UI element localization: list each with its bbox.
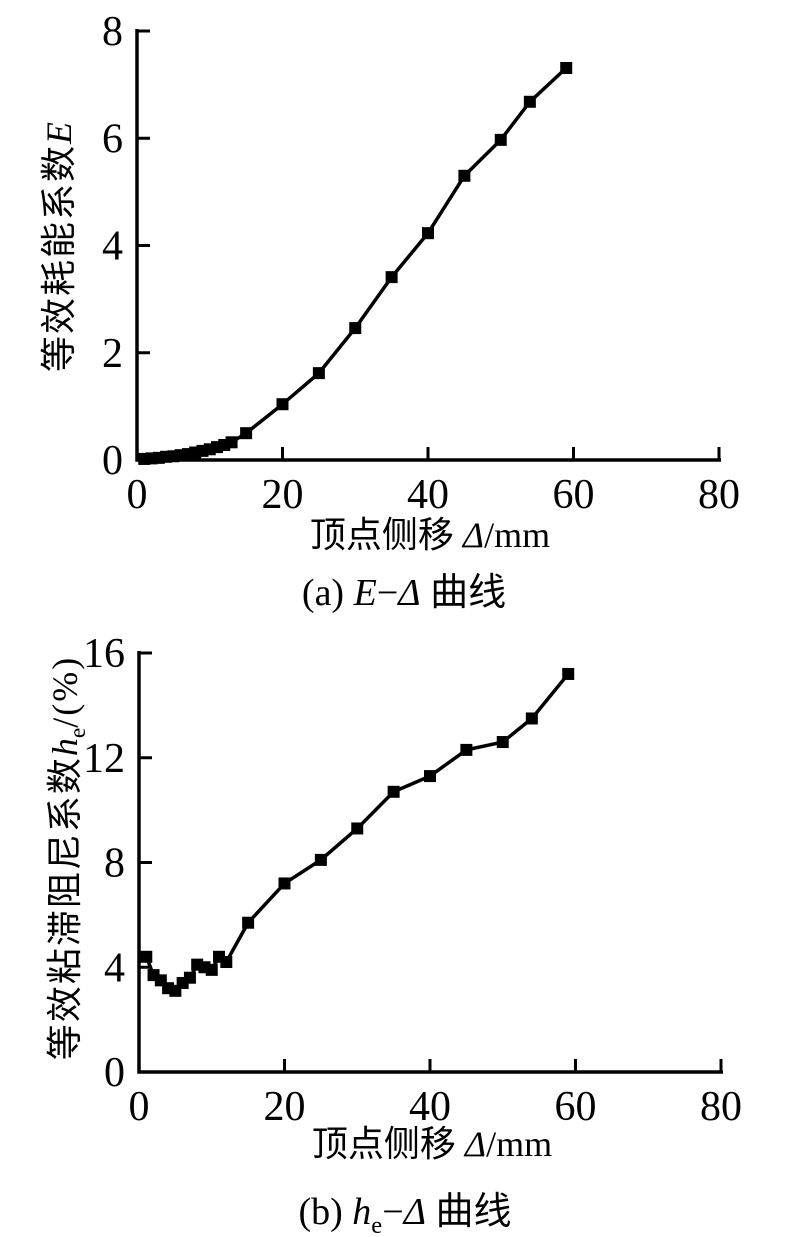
y-axis-tick-label: 8 xyxy=(104,841,125,887)
data-point-marker xyxy=(525,712,538,725)
chart-a-caption-var2: Δ xyxy=(398,572,421,615)
data-point-marker xyxy=(349,322,362,335)
y-axis-tick-label: 12 xyxy=(83,736,125,782)
x-axis-tick-label: 60 xyxy=(555,1084,597,1130)
data-point-marker xyxy=(205,963,218,976)
y-axis-tick-label: 6 xyxy=(102,116,123,162)
chart-a-caption: (a) E−Δ 曲线 xyxy=(302,561,506,621)
data-point-marker xyxy=(523,95,536,108)
chart-b-y-label-text: 等效粘滞阻尼系数 xyxy=(44,756,85,1061)
axis-lines xyxy=(135,29,721,462)
data-point-marker xyxy=(424,770,436,783)
data-point-marker xyxy=(562,667,575,680)
data-point-marker xyxy=(278,877,291,890)
y-axis-tick-label: 16 xyxy=(83,631,125,677)
chart-b-x-label-unit: /mm xyxy=(486,1124,553,1164)
data-point-marker xyxy=(460,743,473,756)
y-axis-tick-label: 0 xyxy=(102,438,123,484)
y-axis-tick-label: 4 xyxy=(104,945,125,991)
data-point-marker xyxy=(560,62,573,75)
x-axis-tick-label: 40 xyxy=(409,1084,451,1130)
chart-b-caption-dash: − xyxy=(382,1191,404,1234)
chart-a-caption-index: (a) xyxy=(301,572,354,615)
x-axis-tick-label: 20 xyxy=(264,1084,306,1130)
data-point-marker xyxy=(276,398,289,411)
y-axis-tick-label: 8 xyxy=(102,9,123,55)
y-axis-tick-label: 4 xyxy=(102,224,123,270)
data-point-marker xyxy=(240,427,253,440)
y-axis-tick-label: 2 xyxy=(102,331,123,377)
data-point-marker xyxy=(494,133,507,146)
chart-a-x-label-text: 顶点侧移 xyxy=(309,515,463,555)
chart-b-caption-var2: Δ xyxy=(403,1191,427,1234)
chart-b-y-label-variable: h xyxy=(44,738,85,757)
series-line xyxy=(144,66,568,461)
chart-b-caption-var1: h xyxy=(352,1191,372,1234)
y-axis-tick-label: 0 xyxy=(104,1050,125,1096)
chart-b-caption-var1-sub: e xyxy=(371,1211,383,1237)
x-axis-tick-label: 20 xyxy=(262,472,304,518)
chart-b-y-axis-label: 等效粘滞阻尼系数he/(%) xyxy=(36,656,92,1060)
chart-b-y-label-unit: /(%) xyxy=(44,655,85,728)
chart-a-caption-suffix: 曲线 xyxy=(420,572,507,615)
data-point-marker xyxy=(220,956,233,969)
chart-a-y-label-text: 等效耗能系数 xyxy=(38,143,79,373)
chart-b-caption-suffix: 曲线 xyxy=(426,1191,512,1234)
data-point-marker xyxy=(387,785,400,798)
data-point-marker xyxy=(312,367,325,380)
data-point-marker xyxy=(351,822,364,835)
chart-b-x-axis-label: 顶点侧移 Δ/mm xyxy=(312,1115,552,1167)
data-point-marker xyxy=(458,169,471,182)
chart-a-caption-dash: − xyxy=(376,572,399,615)
chart-a-y-axis-label: 等效耗能系数E xyxy=(30,122,86,372)
chart-a-plot: 0 20 40 60 80 0 2 4 6 8 xyxy=(102,9,740,518)
chart-a-y-label-variable: E xyxy=(38,121,79,144)
x-axis-tick-label: 0 xyxy=(129,1084,150,1130)
x-axis-tick-label: 40 xyxy=(407,472,449,518)
data-point-marker xyxy=(242,916,255,929)
data-point-marker xyxy=(385,271,398,284)
chart-b-caption: (b) he−Δ 曲线 xyxy=(298,1180,511,1237)
chart-a-x-label-variable: Δ xyxy=(462,515,485,555)
data-point-marker xyxy=(225,436,238,449)
data-point-marker xyxy=(496,736,509,749)
chart-b-y-label-subscript: e xyxy=(65,727,92,739)
x-axis-tick-label: 80 xyxy=(700,1084,742,1130)
data-point-marker xyxy=(422,227,434,240)
x-axis-tick-label: 60 xyxy=(553,472,595,518)
data-point-marker xyxy=(140,950,153,963)
chart-b-x-label-variable: Δ xyxy=(464,1124,487,1164)
chart-b-plot: 0 20 40 60 80 0 4 8 12 16 xyxy=(83,631,742,1130)
chart-a-caption-var1: E xyxy=(353,572,377,615)
x-axis-tick-label: 80 xyxy=(698,472,740,518)
chart-b-x-label-text: 顶点侧移 xyxy=(311,1124,465,1164)
chart-a-x-axis-label: 顶点侧移 Δ/mm xyxy=(310,506,550,558)
x-axis-tick-label: 0 xyxy=(127,472,148,518)
chart-b-caption-index: (b) xyxy=(298,1191,353,1234)
data-point-marker xyxy=(314,853,327,866)
axis-lines xyxy=(137,651,723,1074)
data-point-marker xyxy=(183,971,196,984)
chart-a-x-label-unit: /mm xyxy=(484,515,551,555)
